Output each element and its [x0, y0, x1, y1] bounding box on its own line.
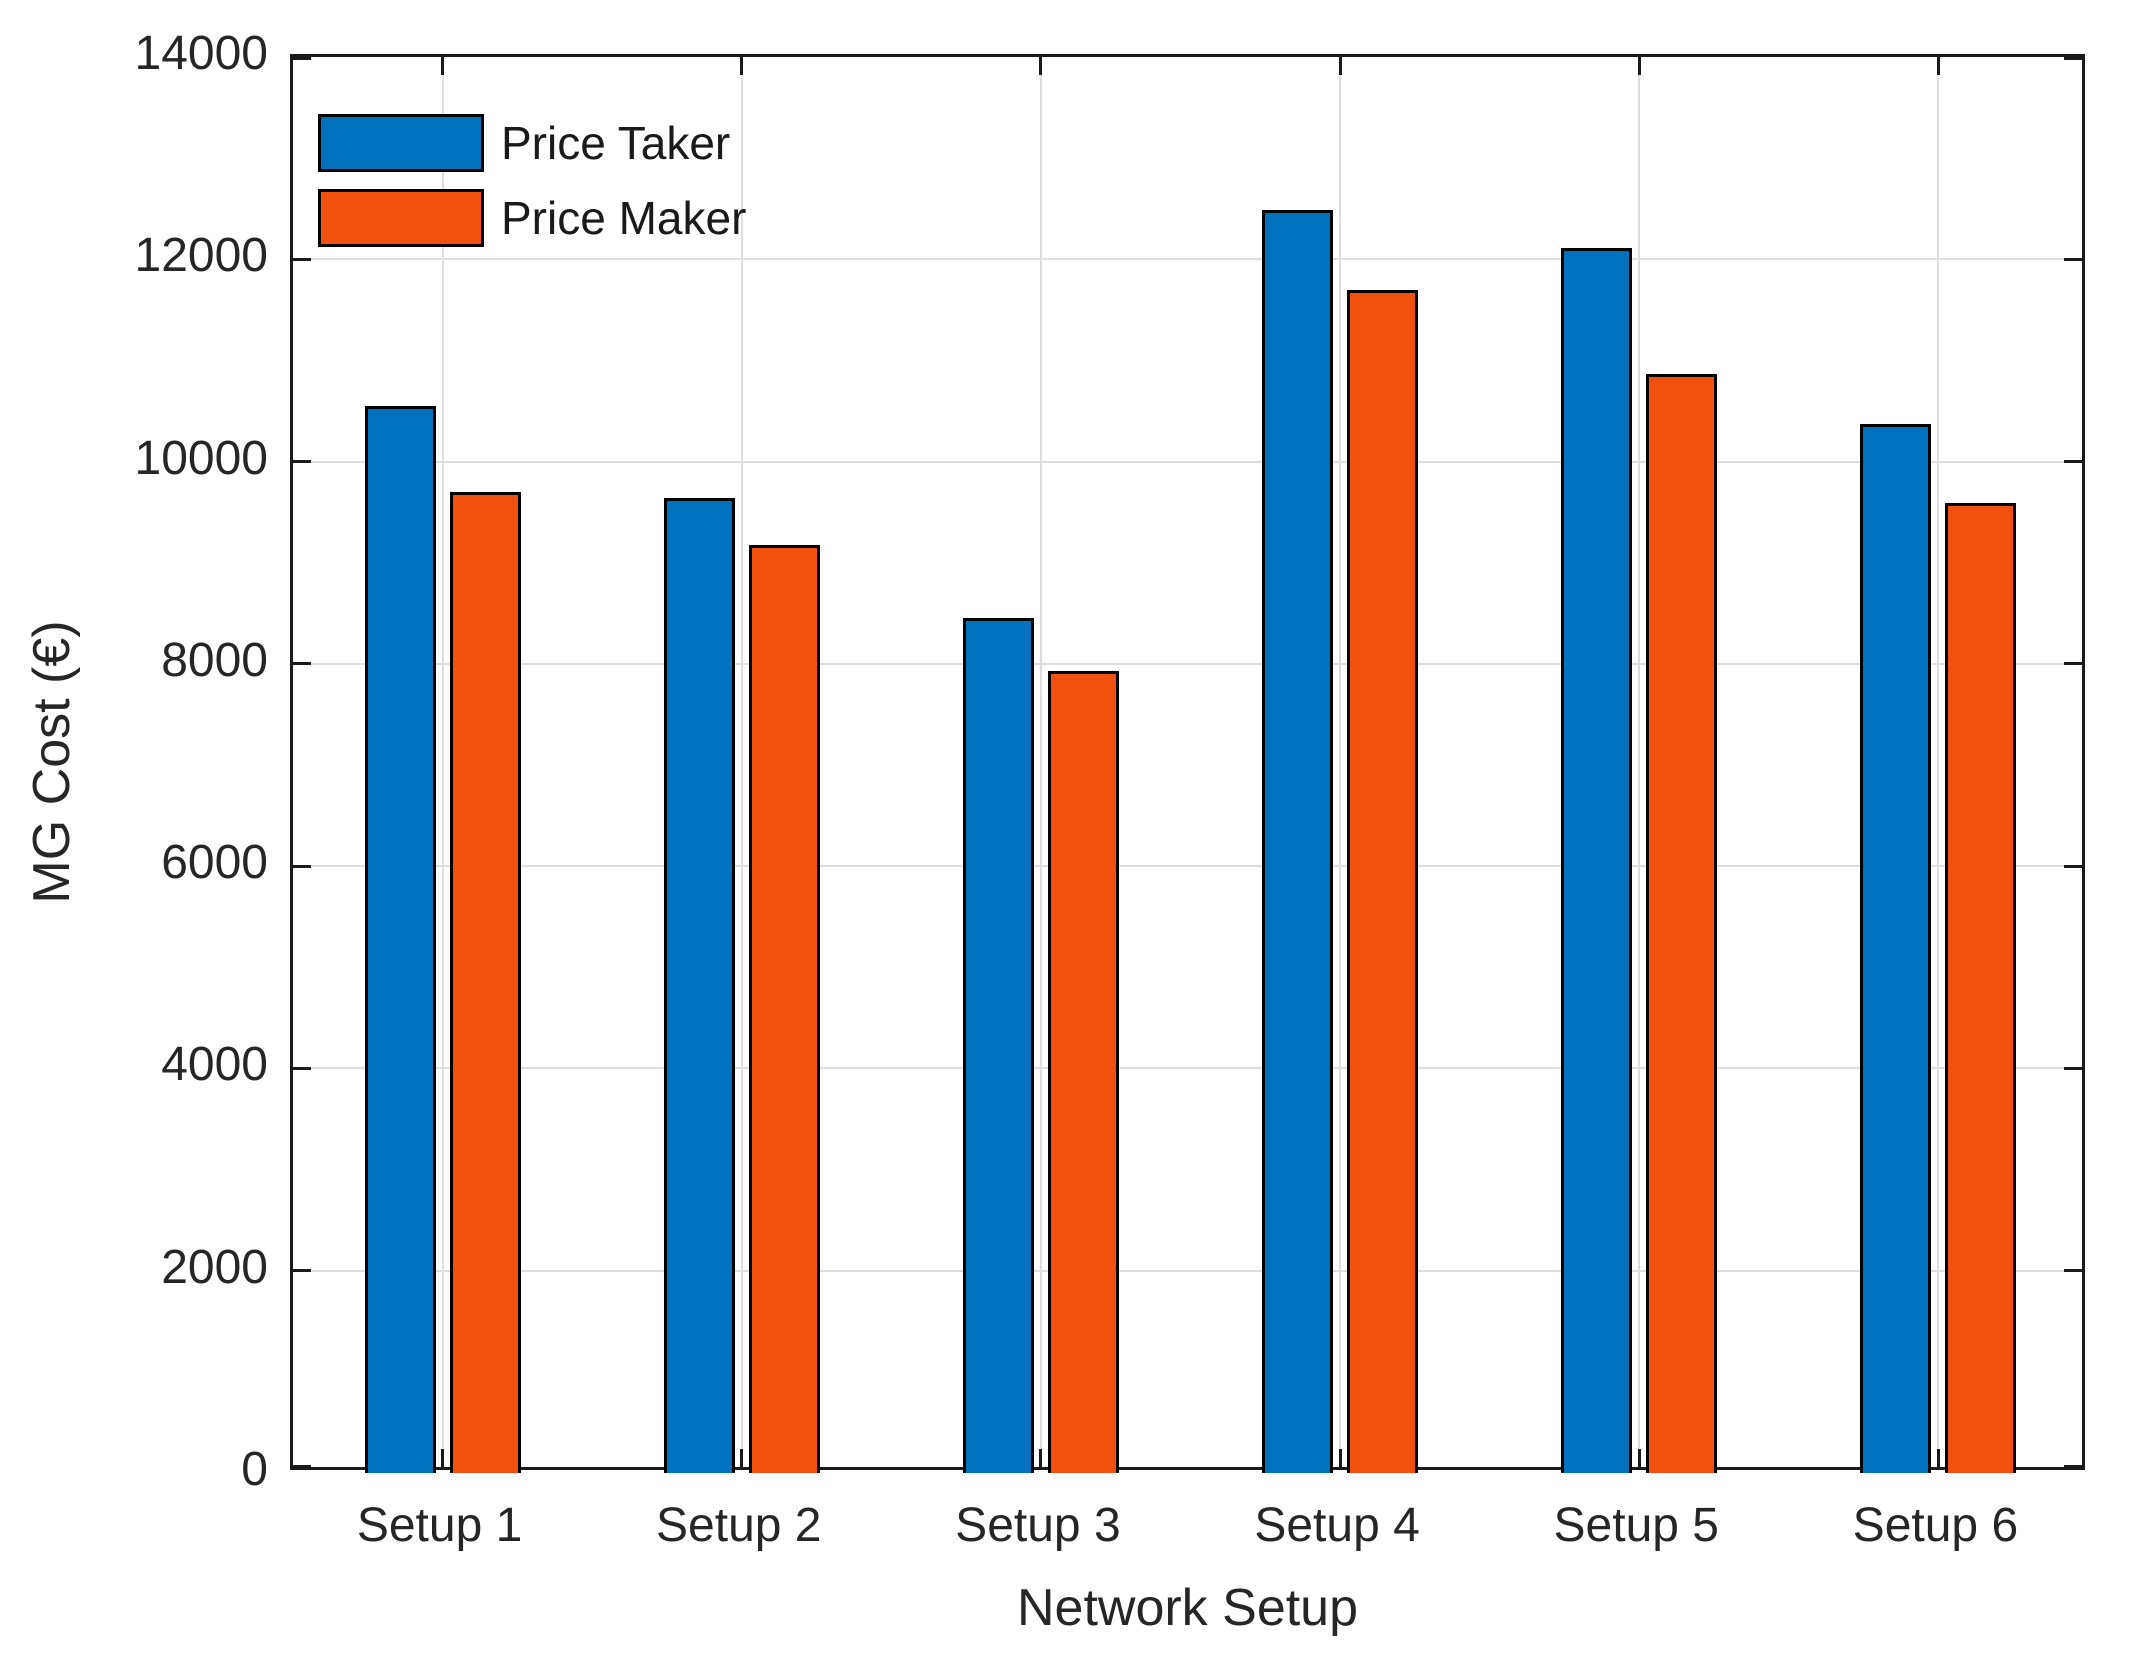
x-tick-top	[1338, 57, 1342, 75]
y-tick-label: 10000	[134, 431, 268, 485]
x-gridline	[1039, 57, 1042, 1467]
x-tick-label: Setup 6	[1852, 1499, 2019, 1552]
bar-price-maker-4	[1347, 289, 1419, 1473]
y-gridline	[293, 1067, 2082, 1070]
y-tick-right	[2064, 1269, 2082, 1273]
y-gridline	[293, 865, 2082, 868]
x-gridline	[1638, 57, 1641, 1467]
x-tick-bottom	[740, 1449, 744, 1467]
legend-label-price-taker: Price Taker	[501, 117, 731, 169]
y-tick-label: 6000	[161, 836, 268, 890]
y-tick-label: 0	[241, 1443, 268, 1496]
x-tick-bottom	[1039, 1449, 1043, 1467]
x-tick-bottom	[1637, 1449, 1641, 1467]
y-tick-left	[293, 864, 311, 868]
x-axis-title: Network Setup	[1016, 1579, 1359, 1637]
bar-price-maker-3	[1047, 670, 1119, 1473]
x-tick-label: Setup 5	[1553, 1499, 1719, 1552]
x-tick-label: Setup 4	[1254, 1499, 1420, 1552]
x-gridline	[441, 57, 444, 1467]
bar-price-taker-3	[962, 618, 1034, 1473]
y-tick-right	[2064, 257, 2082, 261]
y-gridline	[293, 258, 2082, 261]
y-tick-right	[2064, 57, 2082, 60]
y-tick-label: 8000	[161, 633, 268, 687]
y-tick-label: 4000	[161, 1038, 268, 1092]
bar-price-taker-4	[1262, 209, 1334, 1473]
bar-price-taker-1	[364, 405, 436, 1473]
y-tick-left	[293, 1066, 311, 1070]
bar-price-taker-2	[663, 497, 735, 1473]
x-tick-bottom	[441, 1449, 445, 1467]
y-tick-left	[293, 662, 311, 666]
x-gridline	[1339, 57, 1342, 1467]
x-tick-bottom	[1338, 1449, 1342, 1467]
y-tick-left	[293, 1465, 311, 1468]
y-gridline	[293, 460, 2082, 463]
y-tick-label: 12000	[134, 229, 268, 283]
bar-price-taker-5	[1561, 248, 1633, 1473]
y-tick-right	[2064, 864, 2082, 868]
bar-price-maker-2	[748, 544, 820, 1473]
x-tick-bottom	[1936, 1449, 1940, 1467]
x-tick-top	[1637, 57, 1641, 75]
y-gridline	[293, 662, 2082, 665]
y-tick-right	[2064, 1465, 2082, 1468]
bar-price-maker-1	[449, 491, 521, 1473]
y-tick-right	[2064, 460, 2082, 464]
x-gridline	[740, 57, 743, 1467]
bar-price-taker-6	[1860, 424, 1932, 1473]
y-tick-label: 2000	[161, 1240, 268, 1294]
legend-label-price-maker: Price Maker	[501, 192, 747, 244]
x-tick-label: Setup 2	[656, 1499, 822, 1552]
x-tick-top	[441, 57, 445, 75]
x-tick-top	[1039, 57, 1043, 75]
x-tick-label: Setup 3	[955, 1499, 1121, 1552]
plot-area: Price Taker Price Maker	[290, 54, 2085, 1473]
x-tick-label: Setup 1	[356, 1499, 523, 1552]
bar-price-maker-6	[1945, 503, 2017, 1473]
y-tick-right	[2064, 662, 2082, 666]
y-tick-left	[293, 1269, 311, 1273]
y-tick-label: 14000	[134, 27, 268, 80]
y-gridline	[293, 1269, 2082, 1272]
legend-swatch-price-maker	[318, 189, 484, 247]
y-tick-right	[2064, 1066, 2082, 1070]
x-gridline	[1937, 57, 1940, 1467]
x-tick-top	[740, 57, 744, 75]
y-tick-left	[293, 257, 311, 261]
legend-swatch-price-taker	[318, 114, 484, 172]
x-tick-top	[1936, 57, 1940, 75]
y-tick-left	[293, 460, 311, 464]
y-tick-left	[293, 57, 311, 60]
bar-price-maker-5	[1646, 373, 1718, 1473]
